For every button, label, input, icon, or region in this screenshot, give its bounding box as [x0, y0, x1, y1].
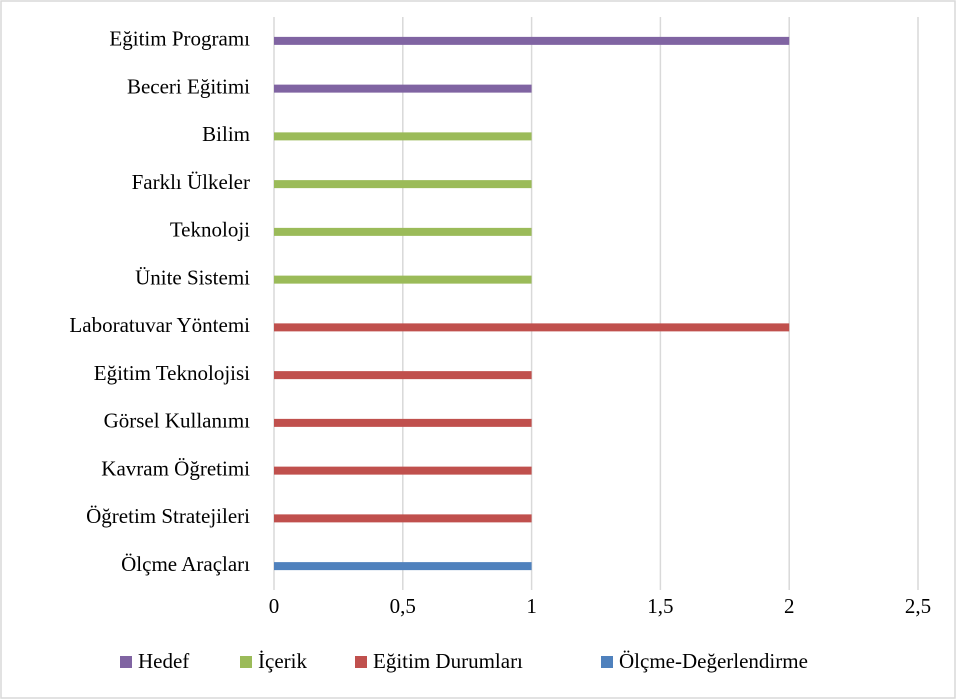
x-tick-label: 2,5 [905, 594, 931, 618]
legend-label: Ölçme-Değerlendirme [619, 649, 808, 673]
legend-swatch [120, 656, 132, 668]
y-tick-label: Ünite Sistemi [135, 265, 250, 289]
bar [274, 275, 532, 284]
y-tick-label: Bilim [202, 122, 250, 146]
y-tick-label: Farklı Ülkeler [132, 170, 250, 194]
bar [274, 371, 532, 380]
y-tick-label: Eğitim Teknolojisi [94, 361, 250, 385]
y-tick-label: Ölçme Araçları [121, 552, 250, 576]
bar [274, 418, 532, 427]
legend-swatch [601, 656, 613, 668]
x-tick-label: 1 [526, 594, 537, 618]
x-tick-label: 2 [784, 594, 795, 618]
bar [274, 323, 790, 332]
y-tick-label: Teknoloji [170, 218, 250, 242]
legend-label: Hedef [138, 649, 189, 673]
x-tick-label: 0,5 [390, 594, 416, 618]
y-tick-label: Öğretim Stratejileri [86, 504, 250, 528]
bar [274, 36, 790, 45]
y-tick-label: Görsel Kullanımı [104, 409, 251, 433]
bar [274, 514, 532, 523]
bar [274, 562, 532, 571]
y-tick-label: Beceri Eğitimi [127, 74, 250, 98]
bar [274, 466, 532, 475]
bar [274, 132, 532, 141]
bar [274, 84, 532, 93]
x-tick-label: 1,5 [647, 594, 673, 618]
y-tick-label: Eğitim Programı [109, 27, 250, 51]
y-tick-label: Laboratuvar Yöntemi [69, 313, 250, 337]
legend-swatch [240, 656, 252, 668]
bar [274, 180, 532, 189]
x-tick-label: 0 [269, 594, 280, 618]
legend-label: Eğitim Durumları [373, 649, 523, 673]
legend-swatch [355, 656, 367, 668]
legend-label: İçerik [258, 649, 307, 673]
bar [274, 227, 532, 236]
y-tick-label: Kavram Öğretimi [101, 456, 250, 480]
